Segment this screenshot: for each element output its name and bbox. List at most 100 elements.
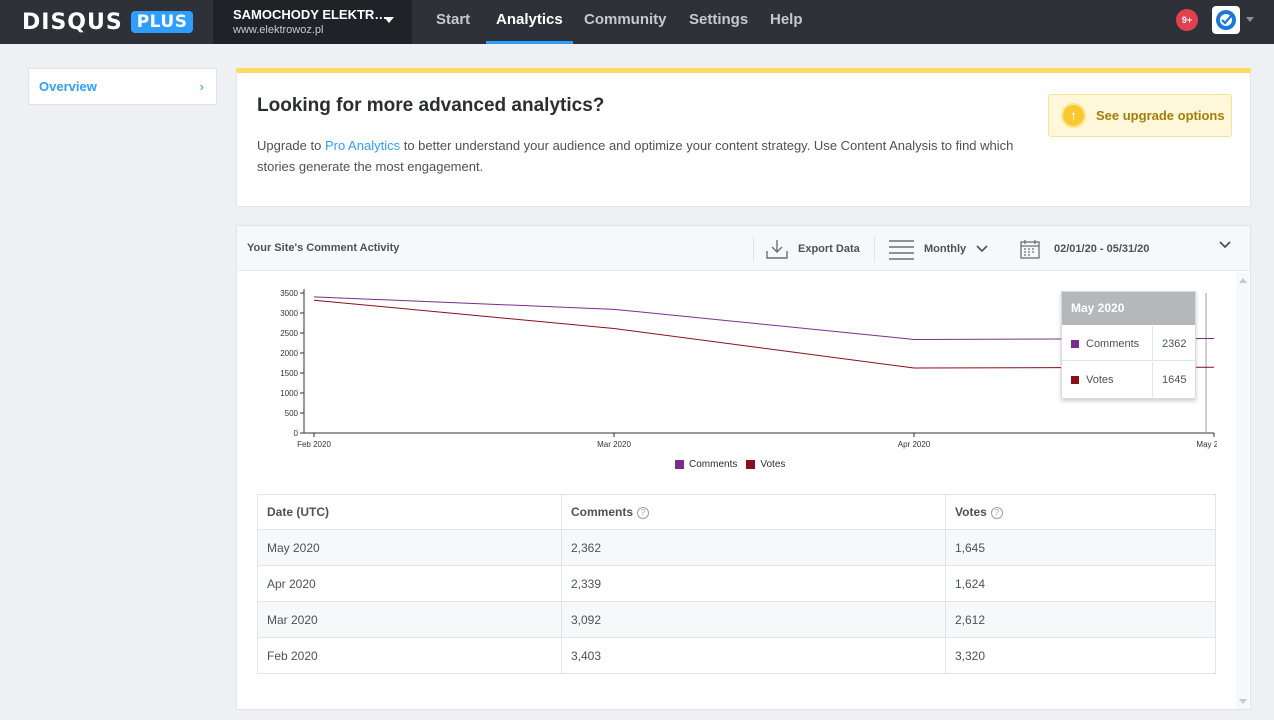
table-row: Mar 2020 3,092 2,612 [257,601,1216,638]
legend-item-votes[interactable]: Votes [746,459,785,470]
y-tick-label: 2500 [280,329,298,338]
sidebar-item-overview[interactable]: Overview › [28,68,217,105]
column-header-votes[interactable]: Votes? [945,494,1216,530]
votes-swatch [1071,376,1079,384]
pro-analytics-link[interactable]: Pro Analytics [324,138,401,153]
upgrade-card: Looking for more advanced analytics? Upg… [236,68,1251,207]
upgrade-desc-prefix: Upgrade to [257,138,325,153]
site-switcher[interactable]: SAMOCHODY ELEKTR… www.elektrowoz.pl [213,0,412,44]
comments-swatch [1071,340,1079,348]
cell-date: May 2020 [257,529,562,566]
column-header-comments[interactable]: Comments? [561,494,946,530]
cell-comments: 3,092 [561,601,946,638]
avatar-caret-icon[interactable] [1246,17,1254,22]
chart-tooltip: May 2020 Comments 2362 Votes 1645 [1061,291,1196,399]
tooltip-series-value: 2362 [1162,338,1187,350]
notifications-badge[interactable]: 9+ [1176,9,1198,31]
divider [1152,326,1153,361]
interval-label: Monthly [924,243,967,255]
date-range-label: 02/01/20 - 05/31/20 [1054,243,1150,255]
calendar-icon [1020,240,1040,259]
user-avatar-icon [1216,10,1236,30]
cell-votes: 3,320 [945,637,1216,674]
header-label: Date (UTC) [267,505,329,519]
arrow-up-icon: ↑ [1061,103,1086,128]
comment-activity-panel: Your Site's Comment Activity Export Data… [236,225,1251,710]
table-row: Feb 2020 3,403 3,320 [257,637,1216,674]
scrollbar[interactable] [1236,273,1249,709]
legend-item-comments[interactable]: Comments [675,459,737,470]
upgrade-desc-suffix: to better understand your audience and o… [257,138,1014,174]
cell-votes: 2,612 [945,601,1216,638]
x-tick-label: Feb 2020 [297,440,331,449]
y-tick-label: 1000 [280,389,298,398]
logo-text: DISQUS [22,9,123,35]
y-tick-label: 0 [294,429,299,438]
tooltip-row-votes: Votes 1645 [1062,362,1195,397]
download-icon [766,240,788,259]
plus-badge: PLUS [130,11,194,33]
see-upgrade-options-button[interactable]: ↑ See upgrade options [1048,94,1232,137]
export-data-label: Export Data [798,243,860,255]
cell-date: Apr 2020 [257,565,562,602]
panel-title: Your Site's Comment Activity [247,242,400,254]
sidebar-item-label: Overview [39,79,97,94]
y-tick-label: 2000 [280,349,298,358]
nav-help[interactable]: Help [770,11,803,28]
nav-analytics[interactable]: Analytics [486,0,573,44]
disqus-logo[interactable]: DISQUS PLUS [22,8,194,36]
nav-community[interactable]: Community [584,11,667,28]
help-icon[interactable]: ? [637,506,650,519]
site-url: www.elektrowoz.pl [233,24,324,36]
x-tick-label: Mar 2020 [597,440,631,449]
y-tick-label: 3000 [280,309,298,318]
interval-dropdown[interactable]: Monthly [888,235,988,263]
header-label: Comments [571,505,634,519]
date-range-picker[interactable]: 02/01/20 - 05/31/20 [1020,235,1149,263]
chevron-right-icon: › [199,79,204,94]
comments-swatch [675,460,684,469]
tooltip-title: May 2020 [1062,292,1195,325]
chart-legend: Comments Votes [675,459,794,470]
divider [1152,362,1153,397]
cell-votes: 1,645 [945,529,1216,566]
table-header-row: Date (UTC) Comments? Votes? [257,494,1216,530]
legend-label: Comments [689,459,738,470]
x-tick-label: Apr 2020 [898,440,931,449]
help-icon[interactable]: ? [990,506,1003,519]
cell-comments: 2,362 [561,529,946,566]
upgrade-description: Upgrade to Pro Analytics to better under… [257,135,1017,177]
scroll-up-icon[interactable] [1239,278,1247,283]
y-tick-label: 1500 [280,369,298,378]
table-row: May 2020 2,362 1,645 [257,529,1216,566]
scroll-down-icon[interactable] [1239,699,1247,704]
activity-table: Date (UTC) Comments? Votes? May 2020 2,3… [257,494,1216,674]
y-tick-label: 3500 [280,289,298,298]
chevron-down-icon [976,245,988,253]
legend-label: Votes [760,459,786,470]
cell-comments: 3,403 [561,637,946,674]
x-tick-label: May 2020 [1196,440,1217,449]
votes-swatch [746,460,756,469]
header-label: Votes [955,505,987,519]
panel-header: Your Site's Comment Activity Export Data… [237,226,1250,271]
collapse-chevron-icon[interactable] [1219,241,1231,249]
site-name: SAMOCHODY ELEKTR… [233,7,388,22]
column-header-date[interactable]: Date (UTC) [257,494,562,530]
nav-start[interactable]: Start [436,11,471,28]
table-row: Apr 2020 2,339 1,624 [257,565,1216,602]
upgrade-button-label: See upgrade options [1096,108,1225,123]
tooltip-series-name: Comments [1086,338,1140,350]
top-nav: DISQUS PLUS SAMOCHODY ELEKTR… www.elektr… [0,0,1274,44]
upgrade-title: Looking for more advanced analytics? [257,95,605,116]
y-tick-label: 500 [285,409,299,418]
export-data-button[interactable]: Export Data [765,235,860,263]
avatar[interactable] [1212,6,1240,34]
divider [753,236,754,262]
list-icon [889,240,914,260]
nav-settings[interactable]: Settings [689,11,749,28]
cell-comments: 2,339 [561,565,946,602]
cell-date: Feb 2020 [257,637,562,674]
divider [874,236,875,262]
tooltip-row-comments: Comments 2362 [1062,326,1195,361]
